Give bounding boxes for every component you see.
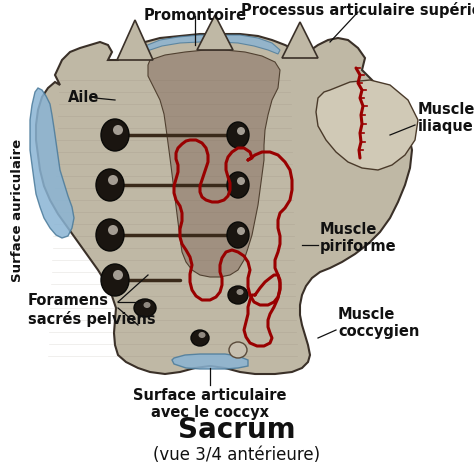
Ellipse shape: [96, 169, 124, 201]
Ellipse shape: [113, 270, 123, 280]
Ellipse shape: [101, 264, 129, 296]
Polygon shape: [197, 15, 233, 50]
Ellipse shape: [227, 222, 249, 248]
Ellipse shape: [228, 286, 248, 304]
Text: Foramens
sacrés pelviens: Foramens sacrés pelviens: [28, 293, 155, 327]
Text: Surface articulaire
avec le coccyx: Surface articulaire avec le coccyx: [133, 388, 287, 420]
Ellipse shape: [229, 342, 247, 358]
Polygon shape: [145, 35, 280, 54]
Ellipse shape: [108, 225, 118, 235]
Ellipse shape: [237, 177, 245, 185]
Ellipse shape: [237, 289, 244, 295]
Ellipse shape: [108, 175, 118, 185]
Polygon shape: [117, 20, 153, 60]
Text: Muscle
coccygien: Muscle coccygien: [338, 307, 419, 339]
Ellipse shape: [144, 302, 151, 308]
Text: Muscle
piriforme: Muscle piriforme: [320, 222, 397, 254]
Text: Processus articulaire supérieur: Processus articulaire supérieur: [241, 2, 474, 18]
Text: Aile: Aile: [68, 91, 100, 105]
Ellipse shape: [101, 119, 129, 151]
Polygon shape: [282, 22, 318, 58]
Polygon shape: [36, 34, 412, 374]
Text: Surface auriculaire: Surface auriculaire: [11, 139, 25, 282]
Ellipse shape: [227, 122, 249, 148]
Polygon shape: [316, 80, 418, 170]
Ellipse shape: [227, 172, 249, 198]
Ellipse shape: [134, 299, 156, 317]
Polygon shape: [30, 88, 74, 238]
Text: Sacrum: Sacrum: [178, 416, 296, 444]
Ellipse shape: [113, 125, 123, 135]
Polygon shape: [172, 354, 248, 369]
Polygon shape: [148, 50, 280, 277]
Ellipse shape: [199, 332, 206, 338]
Text: (vue 3/4 antérieure): (vue 3/4 antérieure): [154, 446, 320, 464]
Ellipse shape: [237, 127, 245, 135]
Text: Promontoire: Promontoire: [144, 8, 246, 23]
Ellipse shape: [237, 227, 245, 235]
Ellipse shape: [96, 219, 124, 251]
Ellipse shape: [191, 330, 209, 346]
Text: Muscle
iliaque: Muscle iliaque: [418, 102, 474, 134]
